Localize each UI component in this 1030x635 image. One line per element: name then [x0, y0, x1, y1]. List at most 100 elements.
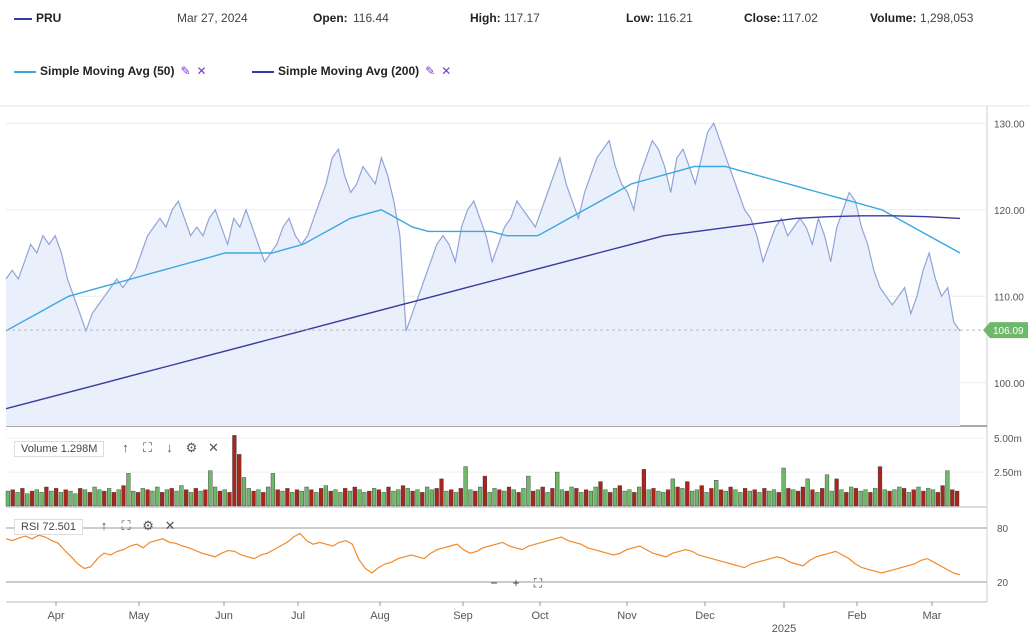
volume-bar	[685, 481, 690, 507]
volume-bar	[627, 489, 632, 507]
close-icon[interactable]: ✕	[441, 64, 452, 78]
volume-bar	[902, 488, 907, 507]
volume-bar	[723, 490, 728, 507]
volume-bar	[420, 492, 425, 507]
volume-bar	[820, 488, 825, 507]
close-icon[interactable]: ✕	[164, 518, 176, 533]
fit-icon[interactable]: ⛶	[533, 576, 543, 590]
zoom-out-button[interactable]: −	[490, 576, 498, 590]
indicator-sma50: Simple Moving Avg (50) ✎ ✕	[14, 64, 207, 78]
volume-bar	[945, 470, 950, 507]
x-tick-label: Nov	[617, 610, 637, 622]
close-icon[interactable]: ✕	[207, 440, 219, 455]
volume-bar	[824, 474, 830, 507]
high-value: 117.17	[504, 11, 540, 25]
volume-bar	[290, 492, 295, 507]
volume-bar	[839, 489, 844, 507]
volume-bar	[97, 489, 102, 507]
volume-bar	[834, 478, 839, 507]
volume-bar	[193, 488, 198, 507]
volume-bar	[270, 473, 275, 507]
volume-bar	[622, 490, 627, 507]
last-price-tag	[983, 322, 1028, 339]
high-label: High:	[470, 11, 501, 25]
volume-bar	[921, 490, 926, 507]
volume-bar	[20, 488, 25, 507]
volume-bar	[179, 485, 184, 507]
volume-pane-label: Volume 1.298M	[14, 441, 105, 457]
gear-icon[interactable]: ⚙	[185, 440, 198, 455]
volume-bar	[126, 473, 131, 507]
volume-bar	[531, 490, 536, 507]
volume-bar	[762, 488, 767, 507]
volume-bar	[328, 490, 333, 507]
zoom-in-button[interactable]: +	[512, 576, 520, 590]
expand-icon[interactable]: ⛶	[121, 518, 131, 533]
volume-bar	[776, 492, 781, 507]
y-tick-label: 120.00	[994, 206, 1025, 217]
volume-bar	[743, 488, 748, 507]
volume-bar	[526, 475, 531, 507]
volume-bar	[805, 478, 810, 507]
volume-bar	[646, 489, 651, 507]
x-tick-label: Mar	[923, 610, 942, 622]
x-tick-label: Jun	[215, 610, 233, 622]
volume-bar	[487, 492, 492, 507]
move-up-icon[interactable]: ↑	[122, 440, 129, 455]
volume-tick-label: 5.00m	[994, 434, 1022, 445]
volume-pane-toolbar: Volume 1.298M ↑ ⛶ ↓ ⚙ ✕	[14, 440, 224, 457]
low-value: 116.21	[657, 11, 693, 25]
rsi-pane-toolbar: RSI 72.501 ↑ ⛶ ⚙ ✕	[14, 518, 181, 535]
volume-bar	[796, 490, 801, 507]
volume-bar	[926, 488, 931, 507]
volume-bar	[791, 489, 796, 507]
low-label: Low:	[626, 11, 654, 25]
volume-bar	[155, 486, 160, 507]
volume-bar	[733, 489, 738, 507]
close-label: Close:	[744, 11, 781, 25]
volume-bar	[656, 490, 661, 507]
volume-bar	[362, 492, 367, 507]
volume-bar	[955, 490, 960, 507]
volume-bar	[82, 489, 88, 507]
pencil-icon[interactable]: ✎	[425, 64, 436, 78]
volume-bar	[237, 454, 242, 507]
volume-bar	[372, 488, 377, 507]
volume-bar	[111, 492, 116, 507]
gear-icon[interactable]: ⚙	[142, 518, 154, 533]
y-tick-label: 100.00	[994, 379, 1025, 390]
volume-bar	[39, 492, 44, 507]
volume-bar	[164, 489, 169, 507]
volume-bar	[15, 492, 20, 507]
quote-date: Mar 27, 2024	[177, 11, 248, 25]
move-up-icon[interactable]: ↑	[100, 518, 108, 533]
volume-bar	[535, 489, 540, 507]
volume-bar	[434, 488, 439, 507]
volume-bar	[10, 489, 15, 507]
volume-bar	[521, 488, 526, 507]
expand-icon[interactable]: ⛶	[142, 440, 152, 455]
volume-bar	[319, 488, 324, 507]
volume-bar	[545, 492, 550, 507]
volume-bar	[877, 466, 883, 507]
volume-bar	[680, 488, 685, 507]
move-down-icon[interactable]: ↓	[166, 440, 173, 455]
volume-bar	[516, 492, 521, 507]
volume-bar	[781, 467, 786, 507]
volume-bar	[203, 489, 208, 507]
volume-bar	[343, 488, 348, 507]
volume-bar	[444, 490, 449, 507]
volume-bar	[598, 481, 603, 507]
volume-bar	[275, 489, 280, 507]
quote-header: PRU Mar 27, 2024 Open: 116.44 High: 117.…	[0, 0, 1030, 36]
volume-bar	[266, 486, 271, 507]
volume-bar	[150, 490, 155, 507]
volume-bar	[661, 492, 666, 507]
volume-bar	[304, 486, 309, 507]
pencil-icon[interactable]: ✎	[180, 64, 191, 78]
sma50-line	[5, 165, 961, 332]
volume-bar	[29, 490, 35, 507]
volume-bar	[632, 492, 637, 507]
close-icon[interactable]: ✕	[196, 64, 207, 78]
